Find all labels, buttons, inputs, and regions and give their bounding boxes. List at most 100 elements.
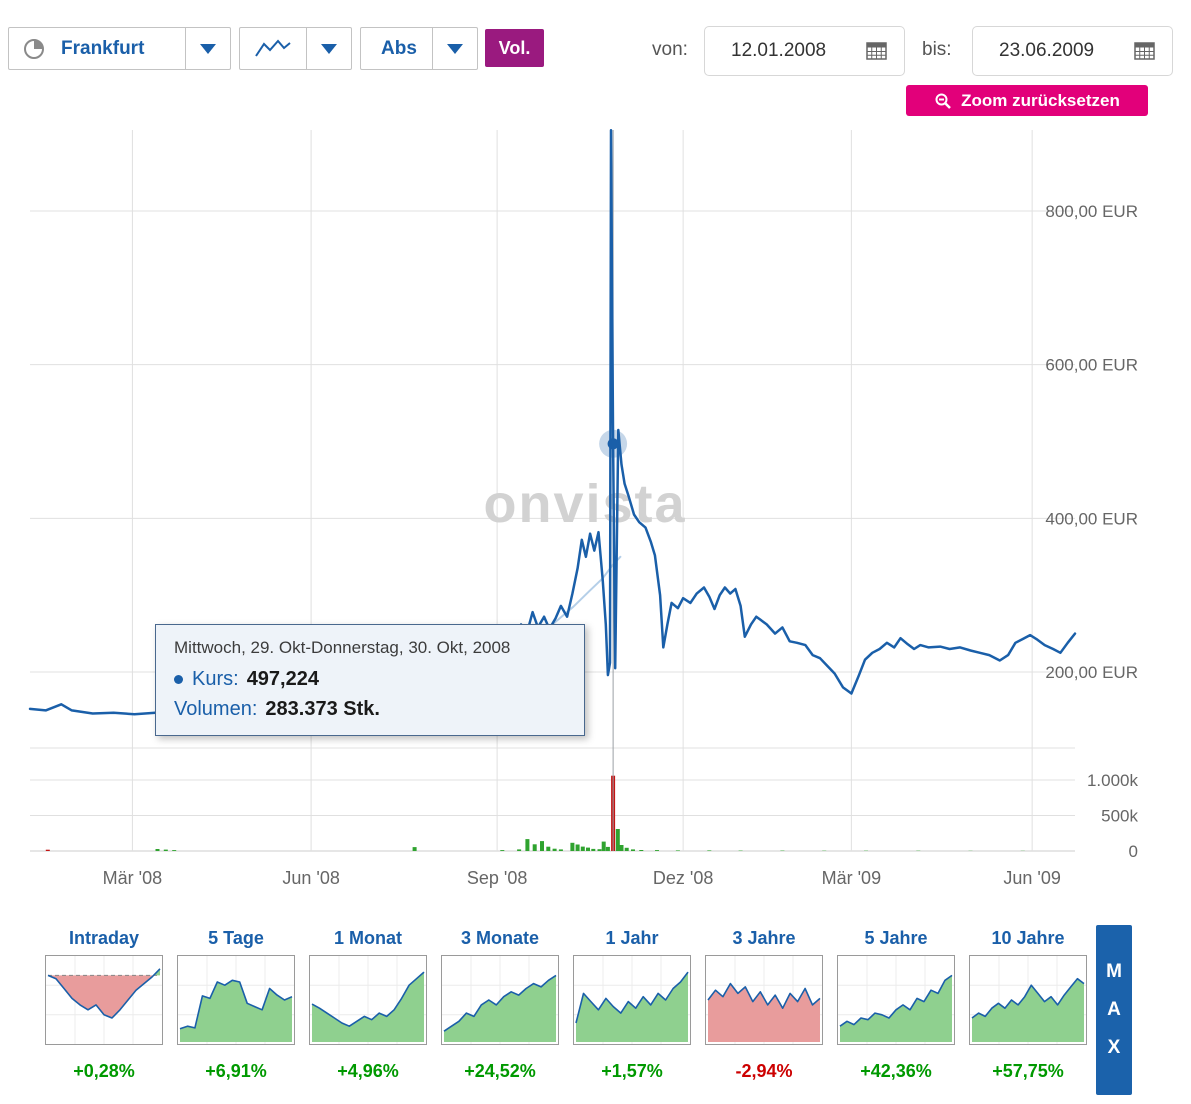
date-from-label: von: [652,39,688,60]
marker-dot[interactable] [607,438,619,450]
scale-dropdown-arrow[interactable] [433,28,477,69]
period-change: +6,91% [205,1061,267,1081]
volume-bar [540,841,544,851]
tooltip-volumen-row: Volumen: 283.373 Stk. [174,698,566,721]
volume-bar [575,844,580,851]
date-to-input[interactable]: 23.06.2009 [972,26,1173,76]
volume-axis-label: 0 [1129,842,1138,861]
price-axis-label: 400,00 EUR [1045,509,1138,528]
calendar-icon[interactable] [1134,41,1156,61]
series-dot-icon [174,675,183,684]
mini-chart-svg [838,956,954,1044]
x-axis-label: Sep '08 [467,868,528,888]
exchange-dropdown-arrow[interactable] [186,28,230,69]
period-label: 5 Jahre [864,928,928,948]
period-label: 1 Monat [333,928,402,948]
price-axis-label: 800,00 EUR [1045,202,1138,221]
period-change: +42,36% [860,1061,932,1081]
exchange-select[interactable]: Frankfurt [8,27,231,70]
x-axis-label: Dez '08 [653,868,713,888]
period-change: +24,52% [464,1061,536,1081]
volume-bar [597,849,602,851]
chevron-down-icon [447,43,463,54]
date-from-value: 12.01.2008 [731,40,827,61]
exchange-label: Frankfurt [61,37,145,59]
mini-chart-svg [178,956,294,1044]
chart-toolbar: Frankfurt Abs Vol. von: 12.01.200 [0,0,1191,120]
volume-bar [163,849,168,851]
x-axis-label: Mär '09 [822,868,881,888]
max-letter: A [1107,999,1121,1020]
volume-bar [591,848,596,851]
period-mini-chart[interactable] [837,955,955,1045]
x-axis-label: Mär '08 [103,868,162,888]
volume-bar [172,850,177,851]
price-axis-label: 600,00 EUR [1045,356,1138,375]
chart-type-dropdown-arrow[interactable] [307,28,351,69]
divider [185,28,186,69]
period-label: 3 Jahre [732,928,796,948]
volume-bar [619,845,624,851]
zoom-reset-button[interactable]: Zoom zurücksetzen [906,85,1148,116]
period-thumb-10-jahre[interactable]: 10 Jahre +57,75% [969,928,1087,1082]
pie-chart-icon [24,38,44,59]
volume-bar [675,850,680,851]
period-label: 10 Jahre [991,928,1065,948]
volume-bar [707,850,712,851]
kurs-label: Kurs: [192,668,239,690]
period-thumb-1-jahr[interactable]: 1 Jahr +1,57% [573,928,691,1082]
period-thumb-5-jahre[interactable]: 5 Jahre +42,36% [837,928,955,1082]
tooltip-date: Mittwoch, 29. Okt-Donnerstag, 30. Okt, 2… [174,638,511,657]
volume-bar [639,850,644,851]
volume-toggle-button[interactable]: Vol. [485,29,544,67]
period-label: 3 Monate [460,928,539,948]
volume-bar [601,841,606,851]
period-change: +4,96% [337,1061,399,1081]
volume-bar [615,829,620,851]
line-chart-icon [255,38,291,57]
period-thumb-5-tage[interactable]: 5 Tage +6,91% [177,928,295,1082]
volume-bar [655,850,659,851]
volume-bar [500,850,505,851]
volume-bar [631,849,635,851]
divider [432,28,433,69]
date-from-input[interactable]: 12.01.2008 [704,26,905,76]
volume-bar [552,848,557,851]
volume-axis-label: 1.000k [1087,771,1139,790]
volume-bar [45,849,50,851]
volume-axis-label: 500k [1101,807,1138,826]
period-label: Intraday [68,928,140,948]
volume-bar [532,844,537,851]
x-axis-label: Jun '08 [282,868,339,888]
mini-chart-svg [970,956,1086,1044]
period-thumb-1-monat[interactable]: 1 Monat +4,96% [309,928,427,1082]
period-thumb-3-jahre[interactable]: 3 Jahre -2,94% [705,928,823,1082]
chart-type-select[interactable] [239,27,352,70]
mini-chart-svg [574,956,690,1044]
max-letter: X [1107,1037,1121,1058]
period-change: -2,94% [735,1061,793,1081]
period-mini-chart[interactable] [177,955,295,1045]
chart-tooltip: Mittwoch, 29. Okt-Donnerstag, 30. Okt, 2… [155,624,585,736]
period-mini-chart[interactable] [573,955,691,1045]
period-mini-chart[interactable] [45,955,163,1045]
period-mini-chart[interactable] [309,955,427,1045]
volumen-label: Volumen: [174,698,258,720]
period-thumb-intraday[interactable]: Intraday +0,28% [45,928,163,1082]
period-thumb-3-monate[interactable]: 3 Monate +24,52% [441,928,559,1082]
period-mini-chart[interactable] [705,955,823,1045]
period-label: 5 Tage [208,928,264,948]
kurs-value: 497,224 [246,668,319,690]
volume-bar [546,846,551,851]
volume-bar [624,847,629,851]
period-mini-chart[interactable] [441,955,559,1045]
volume-bar [412,847,417,851]
price-axis-label: 200,00 EUR [1045,663,1138,682]
volume-bar [558,849,563,851]
calendar-icon[interactable] [866,41,888,61]
period-mini-chart[interactable] [969,955,1087,1045]
scale-select[interactable]: Abs [360,27,478,70]
